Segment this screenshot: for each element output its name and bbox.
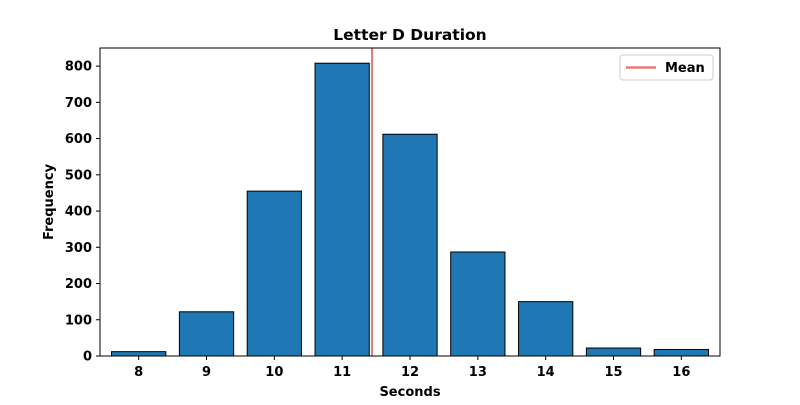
x-tick-label-9: 9 — [202, 365, 211, 380]
y-axis-ticks: 0 100 200 300 400 500 600 700 800 — [65, 60, 100, 365]
x-tick-label-10: 10 — [265, 365, 283, 380]
x-axis-label: Seconds — [379, 385, 440, 400]
y-tick-label-100: 100 — [65, 313, 92, 328]
legend-mean-label: Mean — [665, 61, 705, 76]
x-tick-label-12: 12 — [401, 365, 419, 380]
chart-title: Letter D Duration — [333, 26, 486, 44]
bar-14 — [518, 301, 574, 357]
x-tick-label-15: 15 — [604, 365, 622, 380]
bar-13 — [450, 251, 506, 357]
bar-8 — [111, 351, 167, 357]
legend: Mean — [619, 54, 714, 81]
bar-10 — [246, 190, 302, 357]
x-tick-label-13: 13 — [469, 365, 487, 380]
x-axis-ticks: 8 9 10 11 12 13 14 15 16 — [134, 356, 690, 380]
y-tick-label-0: 0 — [83, 350, 92, 365]
x-tick-label-14: 14 — [537, 365, 555, 380]
legend-box — [619, 54, 714, 81]
y-tick-label-800: 800 — [65, 60, 92, 75]
y-tick-label-600: 600 — [65, 132, 92, 147]
y-tick-label-500: 500 — [65, 168, 92, 183]
bar-9 — [178, 311, 235, 357]
bar-12 — [382, 133, 438, 357]
y-tick-label-300: 300 — [65, 241, 92, 256]
x-tick-label-8: 8 — [134, 365, 143, 380]
bar-16 — [653, 348, 709, 357]
y-tick-label-200: 200 — [65, 277, 92, 292]
x-tick-label-11: 11 — [333, 365, 351, 380]
bar-11 — [314, 62, 370, 357]
y-tick-label-700: 700 — [65, 96, 92, 111]
bars-layer — [111, 62, 709, 357]
x-tick-label-16: 16 — [672, 365, 690, 380]
bar-15 — [585, 347, 642, 357]
y-tick-label-400: 400 — [65, 205, 92, 220]
y-axis-label: Frequency — [42, 163, 57, 240]
